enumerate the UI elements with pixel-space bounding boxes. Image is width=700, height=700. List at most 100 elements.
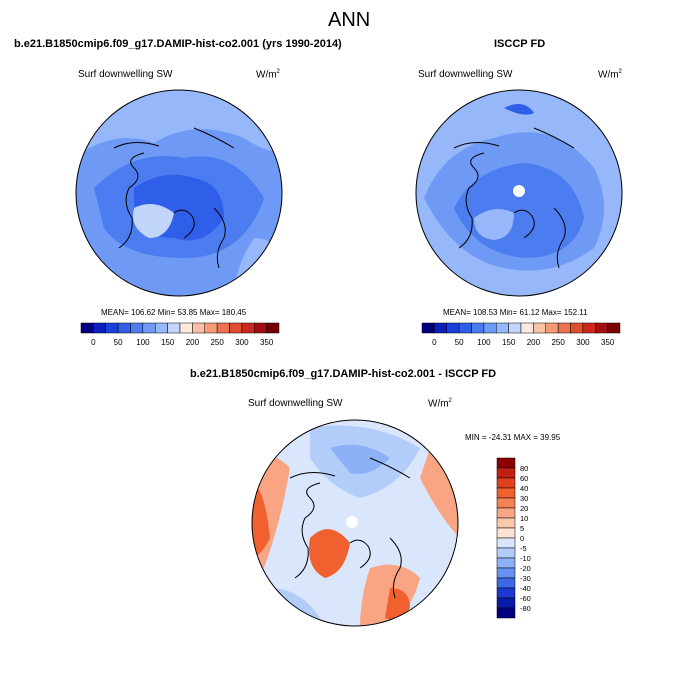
panel3-colorbar-tick-label: 0 [520, 534, 524, 543]
panel3-colorbar-tick-label: -30 [520, 574, 531, 583]
panel1-colorbar-swatch [179, 322, 193, 334]
panel1-colorbar-swatch [266, 322, 280, 334]
panel1-colorbar-swatch [241, 322, 255, 334]
panel2-colorbar-swatch [434, 322, 447, 334]
panel1-colorbar-swatch [93, 322, 106, 334]
panel2-colorbar-swatch [595, 322, 608, 334]
panel3-colorbar-swatch [496, 477, 516, 489]
panel3-colorbar-tick-label: -5 [520, 544, 527, 553]
panel1-colorbar-tick-label: 150 [161, 338, 175, 347]
panel2-colorbar-swatch [458, 322, 472, 334]
panel2-colorbar-tick-label: 250 [551, 338, 565, 347]
panel1-colorbar-swatch [204, 322, 218, 334]
panel1-colorbar-tick-label: 50 [114, 338, 123, 347]
panel2-colorbar-swatch [533, 322, 546, 334]
panel3-colorbar-tick-label: -10 [520, 554, 531, 563]
panel1-colorbar-swatch [192, 322, 205, 334]
panel3-colorbar-tick-label: 80 [520, 464, 528, 473]
panel3-colorbar-swatch [496, 567, 516, 579]
panel1-map [75, 89, 283, 297]
panel3-colorbar-tick-label: -40 [520, 584, 531, 593]
panel2-colorbar-tick-label: 350 [601, 338, 615, 347]
panel1-colorbar-swatch [105, 322, 119, 334]
panel2-colorbar-swatch [446, 322, 460, 334]
panel3-colorbar-swatch [496, 587, 516, 599]
panel3-colorbar-swatch [496, 517, 516, 529]
panel3-units: W/m2 [428, 398, 452, 410]
panel3-colorbar-swatch [496, 467, 516, 479]
panel2-colorbar-swatch [557, 322, 571, 334]
panel3-stats: MIN = -24.31 MAX = 39.95 [465, 433, 561, 442]
panel1-colorbar: 0 50 100 150 200 250 300 350 [80, 322, 280, 347]
panel3-colorbar-tick-label: 20 [520, 504, 528, 513]
panel3-colorbar-swatch [496, 547, 516, 559]
panel3-title: b.e21.B1850cmip6.f09_g17.DAMIP-hist-co2.… [190, 368, 497, 380]
panel2-colorbar-tick-label: 150 [502, 338, 516, 347]
panel1-coastlines [113, 127, 235, 269]
panel2-colorbar-tick-label: 100 [477, 338, 491, 347]
panel2-colorbar-tick-label: 0 [432, 338, 437, 347]
panel1-colorbar-tick-label: 200 [186, 338, 200, 347]
panel1-colorbar-swatch [142, 322, 156, 334]
panel1-colorbar-tick-label: 0 [91, 338, 96, 347]
panel2-title: ISCCP FD [494, 38, 546, 50]
panel2-colorbar-swatch [545, 322, 559, 334]
panel1-colorbar-swatch [117, 322, 131, 334]
panel3-colorbar-tick-label: 40 [520, 484, 528, 493]
panel3-colorbar-swatch [496, 457, 516, 469]
panel3-colorbar-swatch [496, 597, 516, 609]
panel3-colorbar-swatch [496, 527, 516, 539]
panel3-colorbar-swatch [496, 537, 516, 549]
panel2-colorbar-swatch [508, 322, 522, 334]
panel2-units: W/m2 [598, 69, 622, 81]
panel3-colorbar-swatch [496, 607, 516, 619]
panel1-colorbar-swatch [80, 322, 94, 334]
panel3-colorbar-tick-label: 30 [520, 494, 528, 503]
panel2-colorbar-tick-label: 50 [455, 338, 464, 347]
panel2-coastlines [453, 127, 575, 269]
panel3-map [251, 419, 459, 627]
panel2-colorbar-tick-label: 300 [576, 338, 590, 347]
panel2-stats: MEAN= 108.53 Min= 61.12 Max= 152.11 [443, 308, 588, 317]
panel2-colorbar-swatch [582, 322, 596, 334]
panel1-colorbar-tick-label: 350 [260, 338, 274, 347]
panel1-variable: Surf downwelling SW [78, 69, 173, 80]
panel3-variable: Surf downwelling SW [248, 398, 343, 409]
panel1-colorbar-tick-label: 100 [136, 338, 150, 347]
panel3-colorbar-tick-label: 10 [520, 514, 528, 523]
panel1-colorbar-swatch [229, 322, 243, 334]
panel2-colorbar-swatch [496, 322, 509, 334]
panel2-colorbar-swatch [471, 322, 485, 334]
panel3-colorbar-swatch [496, 497, 516, 509]
panel3-colorbar-tick-label: -80 [520, 604, 531, 613]
panel1-colorbar-tick-label: 250 [210, 338, 224, 347]
panel2-missing-pole [513, 185, 525, 197]
panel3-colorbar-tick-label: 60 [520, 474, 528, 483]
panel1-greenland [133, 204, 174, 238]
panel3-colorbar-swatch [496, 487, 516, 499]
panel3-coastlines [289, 457, 411, 599]
panel2-colorbar-swatch [570, 322, 584, 334]
panel2-colorbar-swatch [421, 322, 435, 334]
panel1-colorbar-swatch [130, 322, 144, 334]
panel1-title: b.e21.B1850cmip6.f09_g17.DAMIP-hist-co2.… [14, 38, 342, 50]
panel1-stats: MEAN= 106.62 Min= 53.85 Max= 180.45 [101, 308, 247, 317]
panel3-missing-pole [346, 516, 358, 528]
panel3-greenland [309, 529, 350, 578]
panel2-colorbar-swatch [483, 322, 497, 334]
panel2-greenland [474, 209, 514, 240]
panel3-colorbar-swatch [496, 557, 516, 569]
panel3-colorbar-tick-label: -60 [520, 594, 531, 603]
panel3-colorbar-tick-label: -20 [520, 564, 531, 573]
panel2-map [415, 89, 623, 297]
panel2-colorbar-tick-label: 200 [527, 338, 541, 347]
panel1-colorbar-swatch [216, 322, 230, 334]
panel2-colorbar-swatch [607, 322, 621, 334]
panel1-colorbar-swatch [254, 322, 267, 334]
panel2-variable: Surf downwelling SW [418, 69, 513, 80]
panel1-colorbar-swatch [155, 322, 168, 334]
panel2-colorbar: 0 50 100 150 200 250 300 350 [421, 322, 621, 347]
panel1-colorbar-tick-label: 300 [235, 338, 249, 347]
panel2-colorbar-swatch [520, 322, 534, 334]
